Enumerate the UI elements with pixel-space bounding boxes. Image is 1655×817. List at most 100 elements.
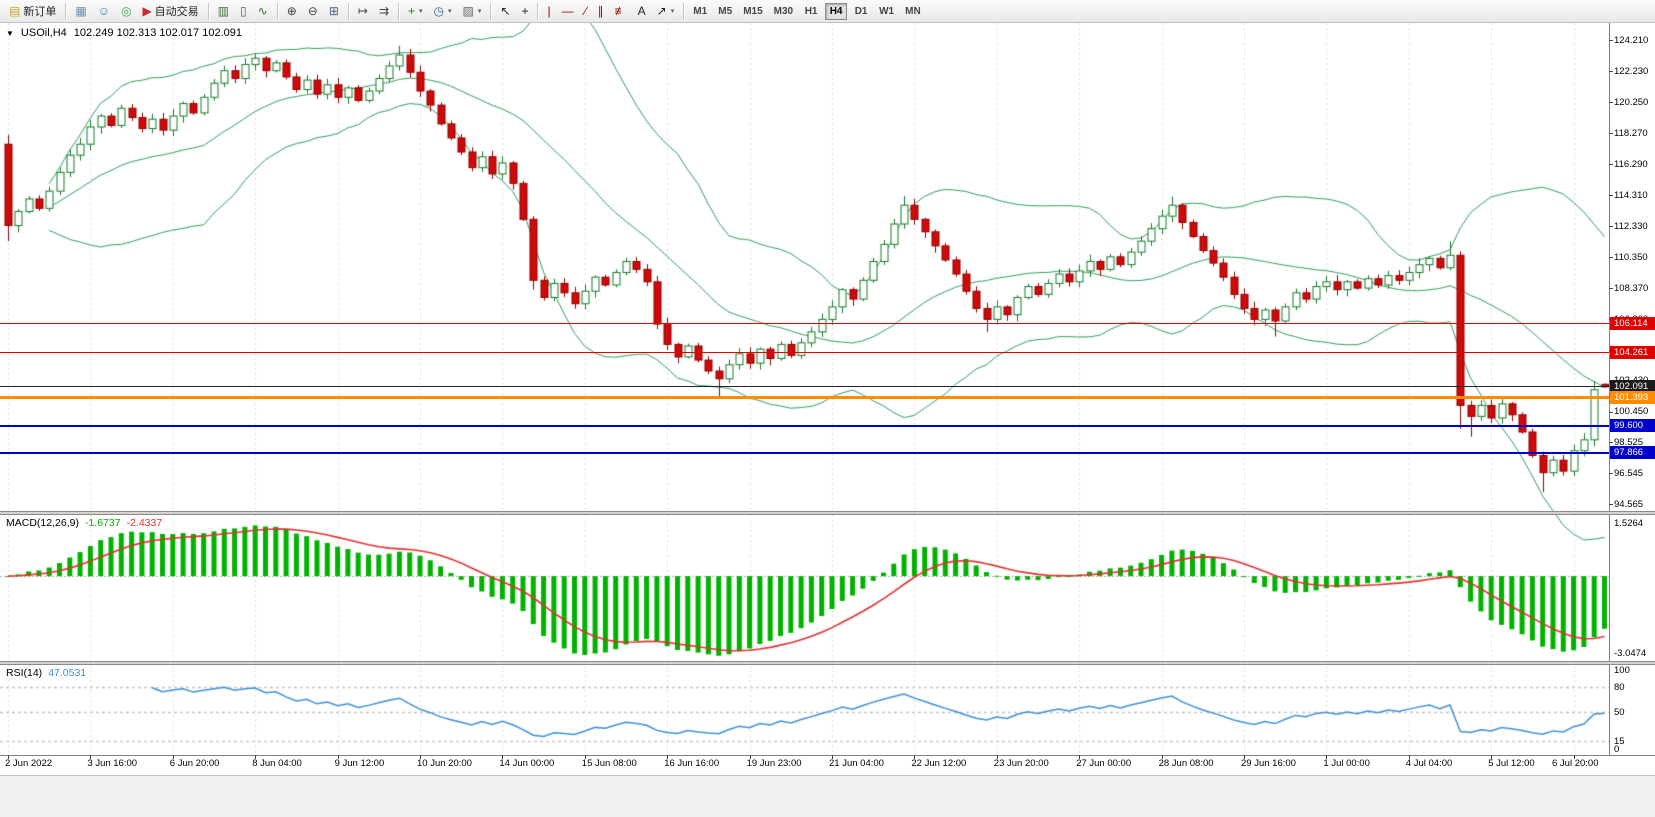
price-tag: 97.866	[1610, 445, 1655, 459]
time-axis-label: 14 Jun 00:00	[499, 758, 555, 769]
arrow-icon: ↗	[656, 3, 667, 18]
arrows-button[interactable]: ↗ ▾	[652, 2, 680, 21]
timeframe-d1-button[interactable]: D1	[850, 3, 872, 20]
horizontal-price-line[interactable]	[0, 323, 1609, 325]
pane-separator[interactable]	[0, 661, 1655, 665]
template-button[interactable]: ▨ ▾	[458, 2, 487, 21]
auto-scroll-button[interactable]: ⇉	[374, 2, 394, 21]
time-axis-tick	[173, 755, 174, 759]
toolbar-separator	[537, 2, 539, 20]
time-axis-label: 19 Jun 23:00	[746, 758, 802, 769]
horizontal-line-icon: —	[561, 3, 574, 18]
time-axis-tick	[420, 755, 421, 759]
new-order-icon: ▤	[9, 3, 21, 18]
time-axis-label: 28 Jun 08:00	[1158, 758, 1214, 769]
ohlc-values: 102.249 102.313 102.017 102.091	[73, 27, 242, 39]
timeframe-w1-button[interactable]: W1	[875, 3, 898, 20]
price-axis-label: 124.210	[1614, 34, 1649, 46]
time-axis-label: 6 Jul 20:00	[1552, 758, 1599, 769]
pane-separator[interactable]	[0, 511, 1655, 515]
candlestick-chart-button[interactable]: ▯	[235, 2, 252, 21]
time-axis-tick	[667, 755, 668, 759]
history-center-button[interactable]: ◎	[116, 2, 136, 21]
toolbar: ▤ 新订单 ▦ ☺ ◎ ▶ 自动交易 ▥ ▯ ∿ ⊕ ⊖ ⊞ ↦ ⇉ + ▾ ◷ ▾ ▨ ▾ ↖ + | — ∕ ∥ ≢ A ↗ ▾ M1 M5…	[0, 0, 1655, 23]
rsi-axis-label: 100	[1614, 665, 1630, 677]
toolbar-separator	[490, 2, 492, 20]
toolbar-separator	[347, 2, 349, 20]
time-axis-tick	[914, 755, 915, 759]
chart-header: ▼ USOil,H4 102.249 102.313 102.017 102.0…	[6, 27, 242, 39]
text-label-button[interactable]: A	[633, 2, 651, 21]
time-axis-tick	[997, 755, 998, 759]
vertical-line-button[interactable]: |	[542, 2, 555, 21]
channel-button[interactable]: ∥	[593, 2, 609, 21]
timeframe-m15-button[interactable]: M15	[739, 3, 766, 20]
macd-name: MACD(12,26,9)	[6, 517, 79, 529]
time-axis-tick	[1162, 755, 1163, 759]
add-indicator-button[interactable]: + ▾	[403, 2, 428, 21]
price-chart-canvas[interactable]	[0, 23, 1609, 755]
timeframe-m30-button[interactable]: M30	[770, 3, 797, 20]
new-order-button-label: 新订单	[23, 6, 57, 18]
price-axis-label: 118.270	[1614, 127, 1648, 139]
timeframe-m1-button[interactable]: M1	[689, 3, 711, 20]
new-order-button[interactable]: ▤ 新订单	[4, 2, 61, 21]
bar-chart-button[interactable]: ▥	[213, 2, 234, 21]
zoom-out-button[interactable]: ⊖	[303, 2, 323, 21]
toolbar-separator	[683, 2, 685, 20]
time-axis[interactable]	[0, 755, 1655, 775]
horizontal-price-line[interactable]	[0, 396, 1609, 400]
dropdown-caret-icon: ▾	[670, 8, 675, 15]
price-axis-label: 122.230	[1614, 65, 1649, 77]
profile-button[interactable]: ☺	[93, 2, 115, 21]
time-axis-label: 10 Jun 20:00	[417, 758, 472, 769]
price-tag: 99.600	[1610, 418, 1655, 432]
chart-shift-icon: ↦	[357, 3, 368, 18]
window-bottom-strip	[0, 775, 1655, 817]
cursor-button[interactable]: ↖	[495, 2, 515, 21]
macd-indicator-label: MACD(12,26,9) -1.6737 -2.4337	[6, 517, 162, 529]
trendline-button[interactable]: ∕	[580, 2, 592, 21]
plus-icon: +	[408, 3, 416, 18]
collapse-triangle-icon[interactable]: ▼	[6, 28, 14, 38]
price-axis-tick	[1609, 473, 1613, 475]
timeframe-mn-button[interactable]: MN	[901, 3, 925, 20]
price-tag: 104.261	[1610, 345, 1655, 359]
horizontal-price-line[interactable]	[0, 451, 1609, 454]
timeframe-h1-button[interactable]: H1	[800, 3, 822, 20]
horizontal-line-button[interactable]: —	[557, 2, 579, 21]
macd-value-main: -1.6737	[84, 517, 121, 529]
time-axis-tick	[832, 755, 833, 759]
crosshair-icon: +	[521, 3, 529, 18]
toolbar-separator	[65, 2, 67, 20]
charts-button[interactable]: ▦	[70, 2, 91, 21]
time-axis-tick	[1574, 755, 1575, 759]
horizontal-price-line[interactable]	[0, 352, 1609, 354]
globe-icon: ◎	[120, 3, 132, 18]
time-axis-tick	[1079, 755, 1080, 759]
time-axis-label: 22 Jun 12:00	[911, 758, 967, 769]
time-axis-tick	[338, 755, 339, 759]
autotrading-button[interactable]: ▶ 自动交易	[137, 2, 203, 21]
time-axis-label: 4 Jul 04:00	[1405, 758, 1453, 769]
rsi-value: 47.0531	[48, 667, 87, 679]
horizontal-price-line[interactable]	[0, 424, 1609, 427]
horizontal-price-line[interactable]	[0, 386, 1609, 388]
fibonacci-button[interactable]: ≢	[610, 2, 632, 21]
tile-windows-button[interactable]: ⊞	[324, 2, 344, 21]
line-chart-icon: ∿	[257, 3, 268, 18]
crosshair-button[interactable]: +	[516, 2, 533, 21]
zoom-in-button[interactable]: ⊕	[282, 2, 302, 21]
price-tag: 102.091	[1610, 379, 1655, 393]
price-axis-label: 94.565	[1614, 498, 1644, 510]
period-button[interactable]: ◷ ▾	[429, 2, 457, 21]
zoom-in-icon: ⊕	[286, 3, 297, 18]
price-axis-tick	[1609, 102, 1613, 104]
line-chart-button[interactable]: ∿	[253, 2, 273, 21]
rsi-indicator-label: RSI(14) 47.0531	[6, 667, 86, 679]
time-axis-label: 5 Jul 12:00	[1488, 758, 1535, 769]
chart-shift-button[interactable]: ↦	[353, 2, 373, 21]
toolbar-separator	[398, 2, 399, 20]
timeframe-m5-button[interactable]: M5	[714, 3, 736, 20]
timeframe-h4-button[interactable]: H4	[825, 2, 848, 20]
